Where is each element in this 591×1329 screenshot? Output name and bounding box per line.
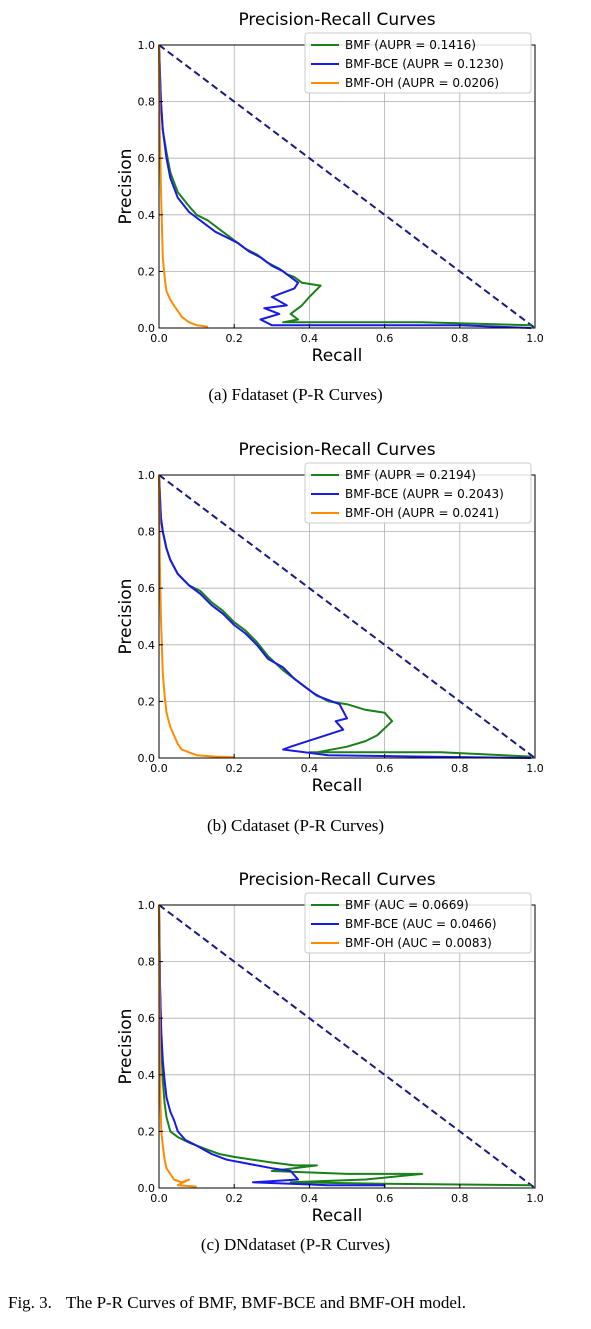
series-line-2 (158, 904, 197, 1188)
x-tick-label: 0.6 (376, 1192, 394, 1205)
legend-label-0: BMF (AUC = 0.0669) (345, 898, 469, 912)
y-tick-label: 0.2 (138, 695, 156, 708)
x-tick-label: 0.2 (225, 762, 243, 775)
subcaption-a: (a) Fdataset (P-R Curves) (208, 385, 383, 404)
y-tick-label: 0.0 (138, 1182, 156, 1195)
x-tick-label: 1.0 (526, 1192, 544, 1205)
x-tick-label: 0.0 (150, 762, 168, 775)
y-tick-label: 0.2 (138, 265, 156, 278)
series-line-1 (158, 474, 532, 759)
legend-label-2: BMF-OH (AUC = 0.0083) (345, 936, 492, 950)
series-line-2 (158, 44, 209, 328)
series-line-0 (158, 904, 532, 1187)
figure-label: Fig. 3. (8, 1293, 52, 1312)
reference-diagonal-line (158, 474, 536, 759)
pr-chart-c: 0.0 0.2 0.4 0.6 0.8 1.0 0.0 0.2 0.4 0.6 0.8 1.0 Prec… (116, 870, 544, 1226)
subcaption-c: (c) DNdataset (P-R Curves) (200, 1235, 391, 1254)
chart-panel-c: 0.0 0.2 0.4 0.6 0.8 1.0 0.0 0.2 0.4 0.6 0.8 1.0 Prec… (0, 860, 591, 1270)
x-axis-label: Recall (312, 346, 363, 366)
y-tick-label: 1.0 (138, 39, 156, 52)
y-tick-label: 0.8 (138, 956, 156, 969)
pr-chart-b: 0.0 0.2 0.4 0.6 0.8 1.0 0.0 0.2 0.4 0.6 0.8 1.0 Prec… (116, 440, 544, 796)
y-tick-label: 0.4 (138, 209, 156, 222)
y-tick-label: 0.4 (138, 1069, 156, 1082)
y-tick-label: 0.6 (138, 582, 156, 595)
y-tick-label: 0.6 (138, 1012, 156, 1025)
chart-title: Precision-Recall Curves (238, 870, 435, 890)
legend-label-0: BMF (AUPR = 0.1416) (345, 38, 476, 52)
y-tick-label: 0.8 (138, 526, 156, 539)
legend-box (304, 32, 532, 94)
legend-label-1: BMF-BCE (AUC = 0.0466) (345, 917, 497, 931)
figure-caption-text: The P-R Curves of BMF, BMF-BCE and BMF-O… (65, 1293, 466, 1312)
legend-box (304, 892, 532, 954)
y-tick-label: 0.0 (138, 752, 156, 765)
legend-label-1: BMF-BCE (AUPR = 0.1230) (345, 57, 504, 71)
y-tick-label: 0.4 (138, 639, 156, 652)
pr-chart-a: 0.0 0.2 0.4 0.6 0.8 1.0 0.0 0.2 0.4 0.6 0.8 1.0 Prec… (116, 10, 544, 366)
x-tick-label: 0.2 (225, 1192, 243, 1205)
x-tick-label: 0.8 (451, 1192, 469, 1205)
y-tick-label: 1.0 (138, 469, 156, 482)
y-tick-label: 0.8 (138, 96, 156, 109)
y-tick-label: 0.2 (138, 1125, 156, 1138)
x-tick-label: 0.8 (451, 762, 469, 775)
legend-label-2: BMF-OH (AUPR = 0.0241) (345, 506, 499, 520)
legend-label-1: BMF-BCE (AUPR = 0.2043) (345, 487, 504, 501)
x-tick-label: 0.8 (451, 332, 469, 345)
x-tick-label: 1.0 (526, 762, 544, 775)
chart-panel-a: 0.0 0.2 0.4 0.6 0.8 1.0 0.0 0.2 0.4 0.6 0.8 1.0 Prec… (0, 0, 591, 410)
y-axis-label: Precision (116, 579, 136, 655)
legend-box (304, 462, 532, 524)
x-tick-label: 0.2 (225, 332, 243, 345)
y-axis-label: Precision (116, 1009, 136, 1085)
chart-title: Precision-Recall Curves (238, 440, 435, 460)
x-tick-label: 0.6 (376, 332, 394, 345)
legend-label-2: BMF-OH (AUPR = 0.0206) (345, 76, 499, 90)
x-tick-label: 0.4 (301, 1192, 319, 1205)
reference-diagonal-line (158, 904, 536, 1189)
y-tick-label: 0.0 (138, 322, 156, 335)
x-tick-label: 0.0 (150, 332, 168, 345)
y-axis-label: Precision (116, 149, 136, 225)
x-tick-label: 1.0 (526, 332, 544, 345)
x-tick-label: 0.4 (301, 332, 319, 345)
x-tick-label: 0.0 (150, 1192, 168, 1205)
x-axis-label: Recall (312, 1206, 363, 1226)
legend-label-0: BMF (AUPR = 0.2194) (345, 468, 476, 482)
chart-panel-b: 0.0 0.2 0.4 0.6 0.8 1.0 0.0 0.2 0.4 0.6 0.8 1.0 Prec… (0, 430, 591, 840)
figure-caption: Fig. 3. The P-R Curves of BMF, BMF-BCE a… (8, 1293, 588, 1313)
series-line-1 (158, 904, 386, 1187)
x-axis-label: Recall (312, 776, 363, 796)
subcaption-b: (b) Cdataset (P-R Curves) (206, 816, 385, 835)
x-tick-label: 0.6 (376, 762, 394, 775)
series-line-2 (158, 474, 235, 759)
y-tick-label: 1.0 (138, 899, 156, 912)
series-line-1 (158, 44, 532, 329)
reference-diagonal-line (158, 44, 536, 329)
chart-title: Precision-Recall Curves (238, 10, 435, 30)
x-tick-label: 0.4 (301, 762, 319, 775)
y-tick-label: 0.6 (138, 152, 156, 165)
